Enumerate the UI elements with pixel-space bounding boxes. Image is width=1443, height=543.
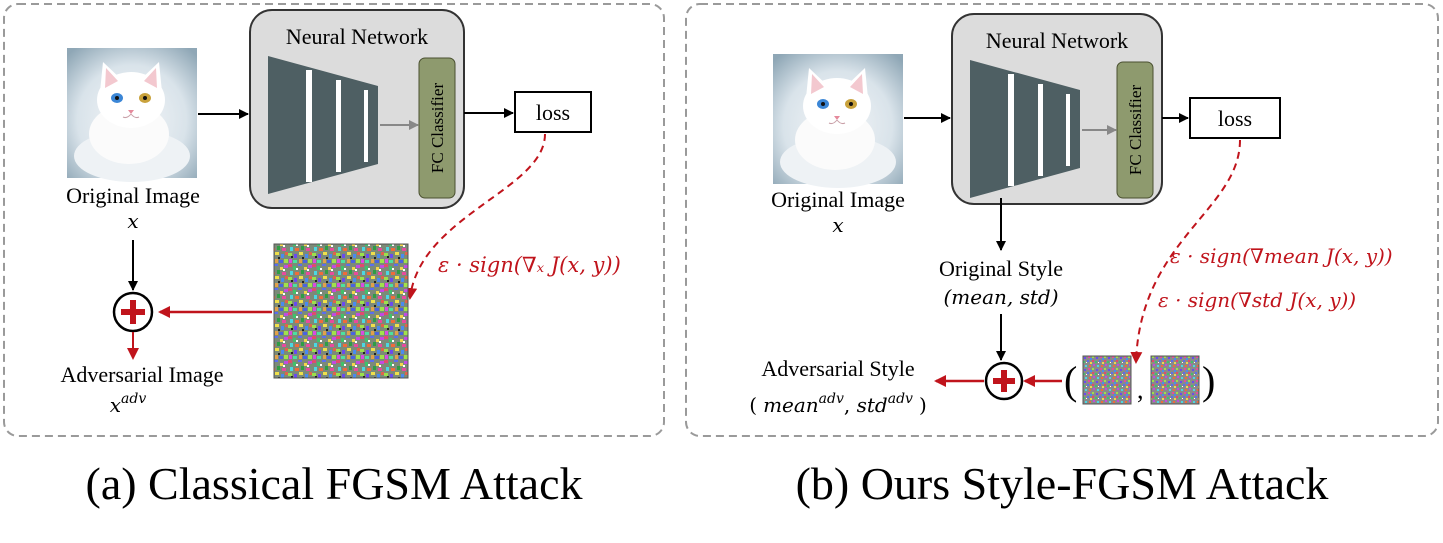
- gradient-mean-formula: ε · sign(∇mean J(x, y)): [1170, 244, 1393, 268]
- panel-a: Original Image x Neural Network FC Class…: [3, 3, 665, 437]
- fc-classifier-label-b: FC Classifier: [1126, 85, 1145, 176]
- gradient-dashed-arrow-b: [1130, 139, 1241, 364]
- panel-b-border: [685, 3, 1439, 437]
- caption-b: (b) Ours Style-FGSM Attack: [796, 458, 1329, 509]
- original-style-var: (mean, std): [943, 285, 1058, 309]
- network-title-b: Neural Network: [986, 28, 1128, 53]
- perturbation-image: [273, 243, 409, 379]
- original-image-label: Original Image: [66, 183, 200, 208]
- cat-image-b: [772, 53, 904, 189]
- adversarial-image-label: Adversarial Image: [60, 362, 223, 387]
- perturbation-mean: [1082, 355, 1132, 405]
- fc-classifier-label: FC Classifier: [428, 83, 447, 174]
- original-image-var-b: x: [832, 213, 843, 237]
- adversarial-image-var: xadv: [110, 391, 147, 417]
- original-style-label: Original Style: [939, 256, 1063, 281]
- cat-image: [66, 47, 198, 183]
- original-image-var: x: [127, 209, 138, 233]
- plus-icon-v: [130, 300, 136, 324]
- perturbation-std: [1150, 355, 1200, 405]
- gradient-dashed-arrow: [405, 133, 546, 300]
- caption-a: (a) Classical FGSM Attack: [86, 458, 583, 509]
- pair-close-paren: ): [1202, 358, 1215, 403]
- fc-classifier-box: [418, 57, 456, 199]
- gradient-std-formula: ε · sign(∇std J(x, y)): [1158, 288, 1356, 312]
- original-image-label-b: Original Image: [771, 187, 905, 212]
- fc-classifier-box-b: [1116, 61, 1154, 199]
- adversarial-style-label: Adversarial Style: [761, 356, 914, 381]
- gradient-formula: ε · sign(∇ₓ J(x, y)): [438, 253, 621, 277]
- panel-b: Original Image x Neural Network FC Class…: [685, 3, 1439, 437]
- pair-open-paren: (: [1064, 358, 1077, 403]
- loss-box-b: [1189, 97, 1281, 139]
- loss-box: [514, 91, 592, 133]
- pair-separator: ,: [1137, 375, 1144, 404]
- plus-icon-v-b: [1001, 370, 1007, 392]
- network-title: Neural Network: [286, 24, 428, 49]
- loss-label-b: loss: [1218, 106, 1252, 131]
- loss-label: loss: [536, 100, 570, 125]
- panel-a-border: [3, 3, 665, 437]
- adversarial-style-var: (meanadv, stdadv): [749, 391, 927, 417]
